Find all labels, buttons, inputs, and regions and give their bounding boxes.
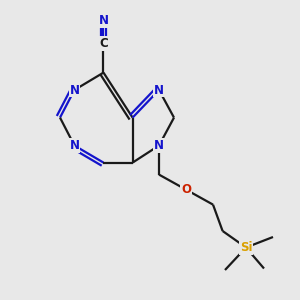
Text: O: O <box>181 183 191 196</box>
Text: N: N <box>69 83 80 97</box>
Text: C: C <box>99 37 108 50</box>
Text: N: N <box>154 139 164 152</box>
Text: N: N <box>69 139 80 152</box>
Text: N: N <box>154 83 164 97</box>
Text: Si: Si <box>240 241 252 254</box>
Text: N: N <box>98 14 109 28</box>
